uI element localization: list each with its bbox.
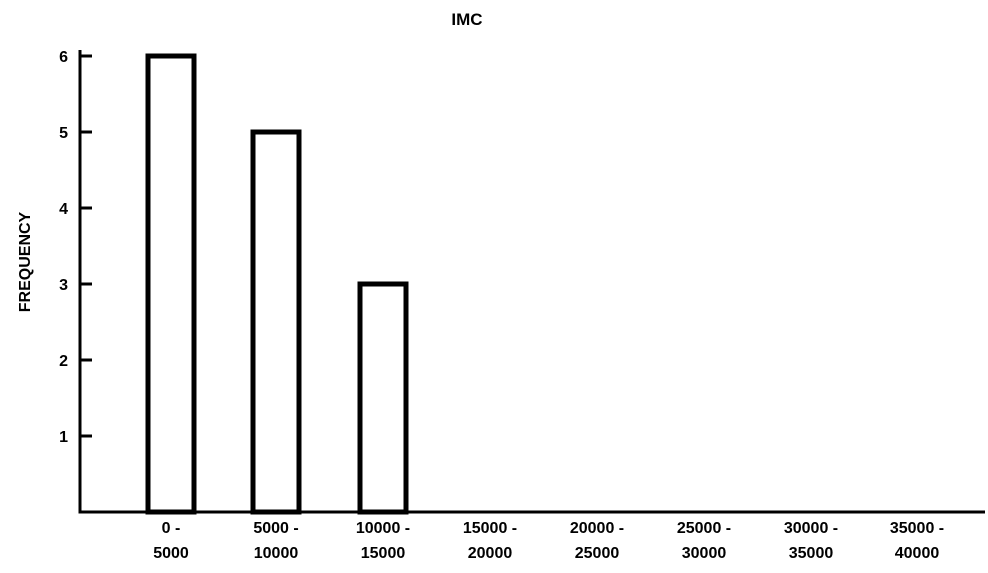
bar-2 [357,281,409,515]
x-category-label-bottom-4: 25000 [575,545,620,562]
axes-group [78,50,985,514]
bar-0 [145,53,197,515]
y-tick-label-1: 2 [59,353,68,370]
x-category-label-top-1: 5000 - [253,520,298,537]
x-category-label-bottom-3: 20000 [468,545,513,562]
x-categories-group: 0 - 5000 5000 - 10000 10000 - 15000 15000 - 200… [153,520,944,562]
x-category-label-top-6: 30000 - [784,520,838,537]
x-category-label-top-0: 0 - [162,520,181,537]
y-tick-label-4: 5 [59,125,68,142]
y-tick-label-0: 1 [59,429,68,446]
x-category-label-bottom-7: 40000 [895,545,940,562]
x-category-label-top-3: 15000 - [463,520,517,537]
x-category-label-top-5: 25000 - [677,520,731,537]
x-category-label-bottom-2: 15000 [361,545,406,562]
y-tick-label-3: 4 [59,201,68,218]
x-category-label-bottom-0: 5000 [153,545,189,562]
y-ticks-group: 1 2 3 4 5 6 [59,49,92,446]
x-category-label-top-7: 35000 - [890,520,944,537]
x-category-label-top-2: 10000 - [356,520,410,537]
bars-group [145,53,409,515]
x-category-label-top-4: 20000 - [570,520,624,537]
y-axis-label: FREQUENCY [17,211,34,312]
bar-1 [250,129,302,515]
y-tick-label-5: 6 [59,49,68,66]
x-category-label-bottom-5: 30000 [682,545,727,562]
x-category-label-bottom-6: 35000 [789,545,834,562]
x-category-label-bottom-1: 10000 [254,545,299,562]
y-tick-label-2: 3 [59,277,68,294]
chart-title: IMC [451,10,482,29]
